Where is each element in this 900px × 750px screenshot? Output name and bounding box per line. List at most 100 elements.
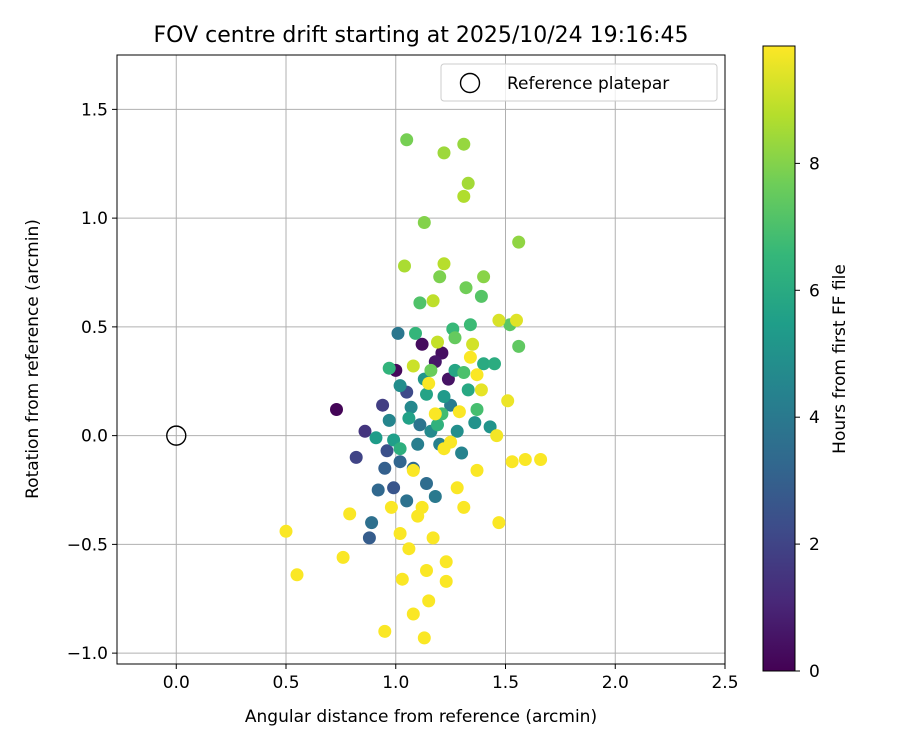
scatter-point bbox=[468, 416, 482, 430]
scatter-point bbox=[369, 431, 383, 445]
scatter-point bbox=[343, 507, 357, 521]
scatter-point bbox=[371, 483, 385, 497]
colorbar: 0 2 4 6 8 Hours from first FF file bbox=[762, 45, 850, 682]
scatter-point bbox=[393, 527, 407, 540]
scatter-point bbox=[431, 335, 444, 349]
scatter-point bbox=[437, 146, 451, 160]
scatter-point bbox=[490, 429, 504, 443]
y-tick-label: −1.0 bbox=[67, 644, 108, 664]
scatter-point bbox=[452, 405, 466, 419]
x-tick-label: 1.0 bbox=[382, 673, 409, 693]
scatter-point bbox=[457, 189, 471, 203]
x-axis-label: Angular distance from reference (arcmin) bbox=[245, 707, 597, 727]
x-tick-label: 0.0 bbox=[163, 673, 190, 693]
scatter-point bbox=[450, 424, 464, 438]
colorbar-label: Hours from first FF file bbox=[830, 264, 850, 454]
y-tick-label: −0.5 bbox=[67, 535, 108, 555]
scatter-point bbox=[384, 500, 398, 514]
scatter-point bbox=[450, 481, 464, 495]
colorbar-ticks: 0 2 4 6 8 bbox=[795, 154, 820, 682]
x-tick-label: 1.5 bbox=[492, 673, 519, 693]
colorbar-tick-label: 6 bbox=[809, 281, 820, 301]
scatter-point bbox=[420, 477, 433, 490]
scatter-point bbox=[444, 435, 458, 449]
scatter-point bbox=[406, 607, 420, 621]
scatter-point bbox=[455, 446, 469, 460]
scatter-point bbox=[512, 339, 526, 353]
scatter-point bbox=[459, 281, 473, 295]
scatter-point bbox=[378, 461, 392, 475]
scatter-point bbox=[376, 398, 390, 412]
x-tick-label: 0.5 bbox=[272, 673, 299, 693]
plot-frame bbox=[116, 54, 726, 665]
scatter-point bbox=[330, 403, 343, 416]
scatter-point bbox=[349, 450, 363, 464]
scatter-point bbox=[413, 296, 427, 310]
y-tick-label: 1.0 bbox=[81, 209, 108, 229]
scatter-point bbox=[406, 359, 420, 373]
y-tick-label: 0.5 bbox=[81, 318, 108, 338]
scatter-point bbox=[534, 453, 548, 466]
scatter-point bbox=[439, 574, 453, 588]
scatter-point bbox=[382, 361, 396, 375]
scatter-point bbox=[477, 357, 491, 371]
scatter-point bbox=[510, 313, 523, 327]
x-tick-label: 2.0 bbox=[602, 673, 629, 693]
scatter-point bbox=[457, 500, 471, 514]
scatter-point bbox=[457, 366, 471, 379]
scatter-point bbox=[437, 390, 451, 403]
y-axis-label: Rotation from reference (arcmin) bbox=[23, 219, 43, 499]
data-points bbox=[279, 133, 548, 645]
scatter-point bbox=[380, 444, 394, 458]
scatter-point bbox=[362, 531, 376, 545]
colorbar-fill bbox=[763, 46, 795, 671]
chart-title: FOV centre drift starting at 2025/10/24 … bbox=[154, 23, 689, 48]
colorbar-tick-label: 0 bbox=[809, 662, 820, 682]
scatter-point bbox=[406, 463, 420, 477]
scatter-point bbox=[290, 568, 304, 582]
scatter-point bbox=[422, 594, 436, 608]
scatter-point bbox=[433, 270, 447, 284]
scatter-point bbox=[393, 442, 407, 456]
reference-point bbox=[166, 425, 187, 446]
colorbar-tick-label: 4 bbox=[809, 408, 820, 428]
scatter-point bbox=[393, 379, 407, 393]
scatter-point bbox=[378, 624, 392, 638]
scatter-point bbox=[358, 424, 372, 438]
scatter-point bbox=[492, 516, 506, 530]
scatter-point bbox=[505, 455, 519, 469]
scatter-point bbox=[463, 318, 477, 332]
legend: Reference platepar bbox=[440, 63, 718, 102]
scatter-point bbox=[426, 531, 440, 545]
reference-marker bbox=[166, 425, 187, 446]
scatter-point bbox=[470, 463, 484, 477]
scatter-point bbox=[400, 494, 414, 508]
scatter-point bbox=[474, 289, 488, 303]
scatter-point bbox=[413, 418, 427, 432]
scatter-point bbox=[402, 542, 416, 556]
scatter-point bbox=[422, 376, 436, 390]
scatter-point bbox=[501, 394, 515, 408]
scatter-point bbox=[409, 326, 422, 340]
scatter-point bbox=[470, 368, 484, 382]
scatter-point bbox=[395, 572, 409, 586]
y-tick-label: 1.5 bbox=[81, 100, 108, 120]
scatter-point bbox=[417, 631, 431, 645]
scatter-point bbox=[417, 216, 431, 229]
scatter-point bbox=[402, 411, 416, 425]
scatter-point bbox=[426, 294, 440, 308]
scatter-point bbox=[488, 357, 501, 371]
scatter-point bbox=[461, 176, 475, 190]
scatter-point bbox=[470, 403, 484, 416]
scatter-point bbox=[411, 437, 425, 451]
scatter-point bbox=[431, 418, 444, 432]
scatter-point bbox=[474, 383, 488, 397]
scatter-point bbox=[512, 235, 526, 249]
scatter-point bbox=[404, 400, 418, 414]
scatter-point bbox=[382, 413, 396, 427]
scatter-point bbox=[415, 500, 429, 514]
scatter-point bbox=[518, 453, 532, 466]
scatter-point bbox=[466, 337, 480, 351]
scatter-point bbox=[420, 387, 433, 401]
scatter-point bbox=[448, 331, 462, 345]
